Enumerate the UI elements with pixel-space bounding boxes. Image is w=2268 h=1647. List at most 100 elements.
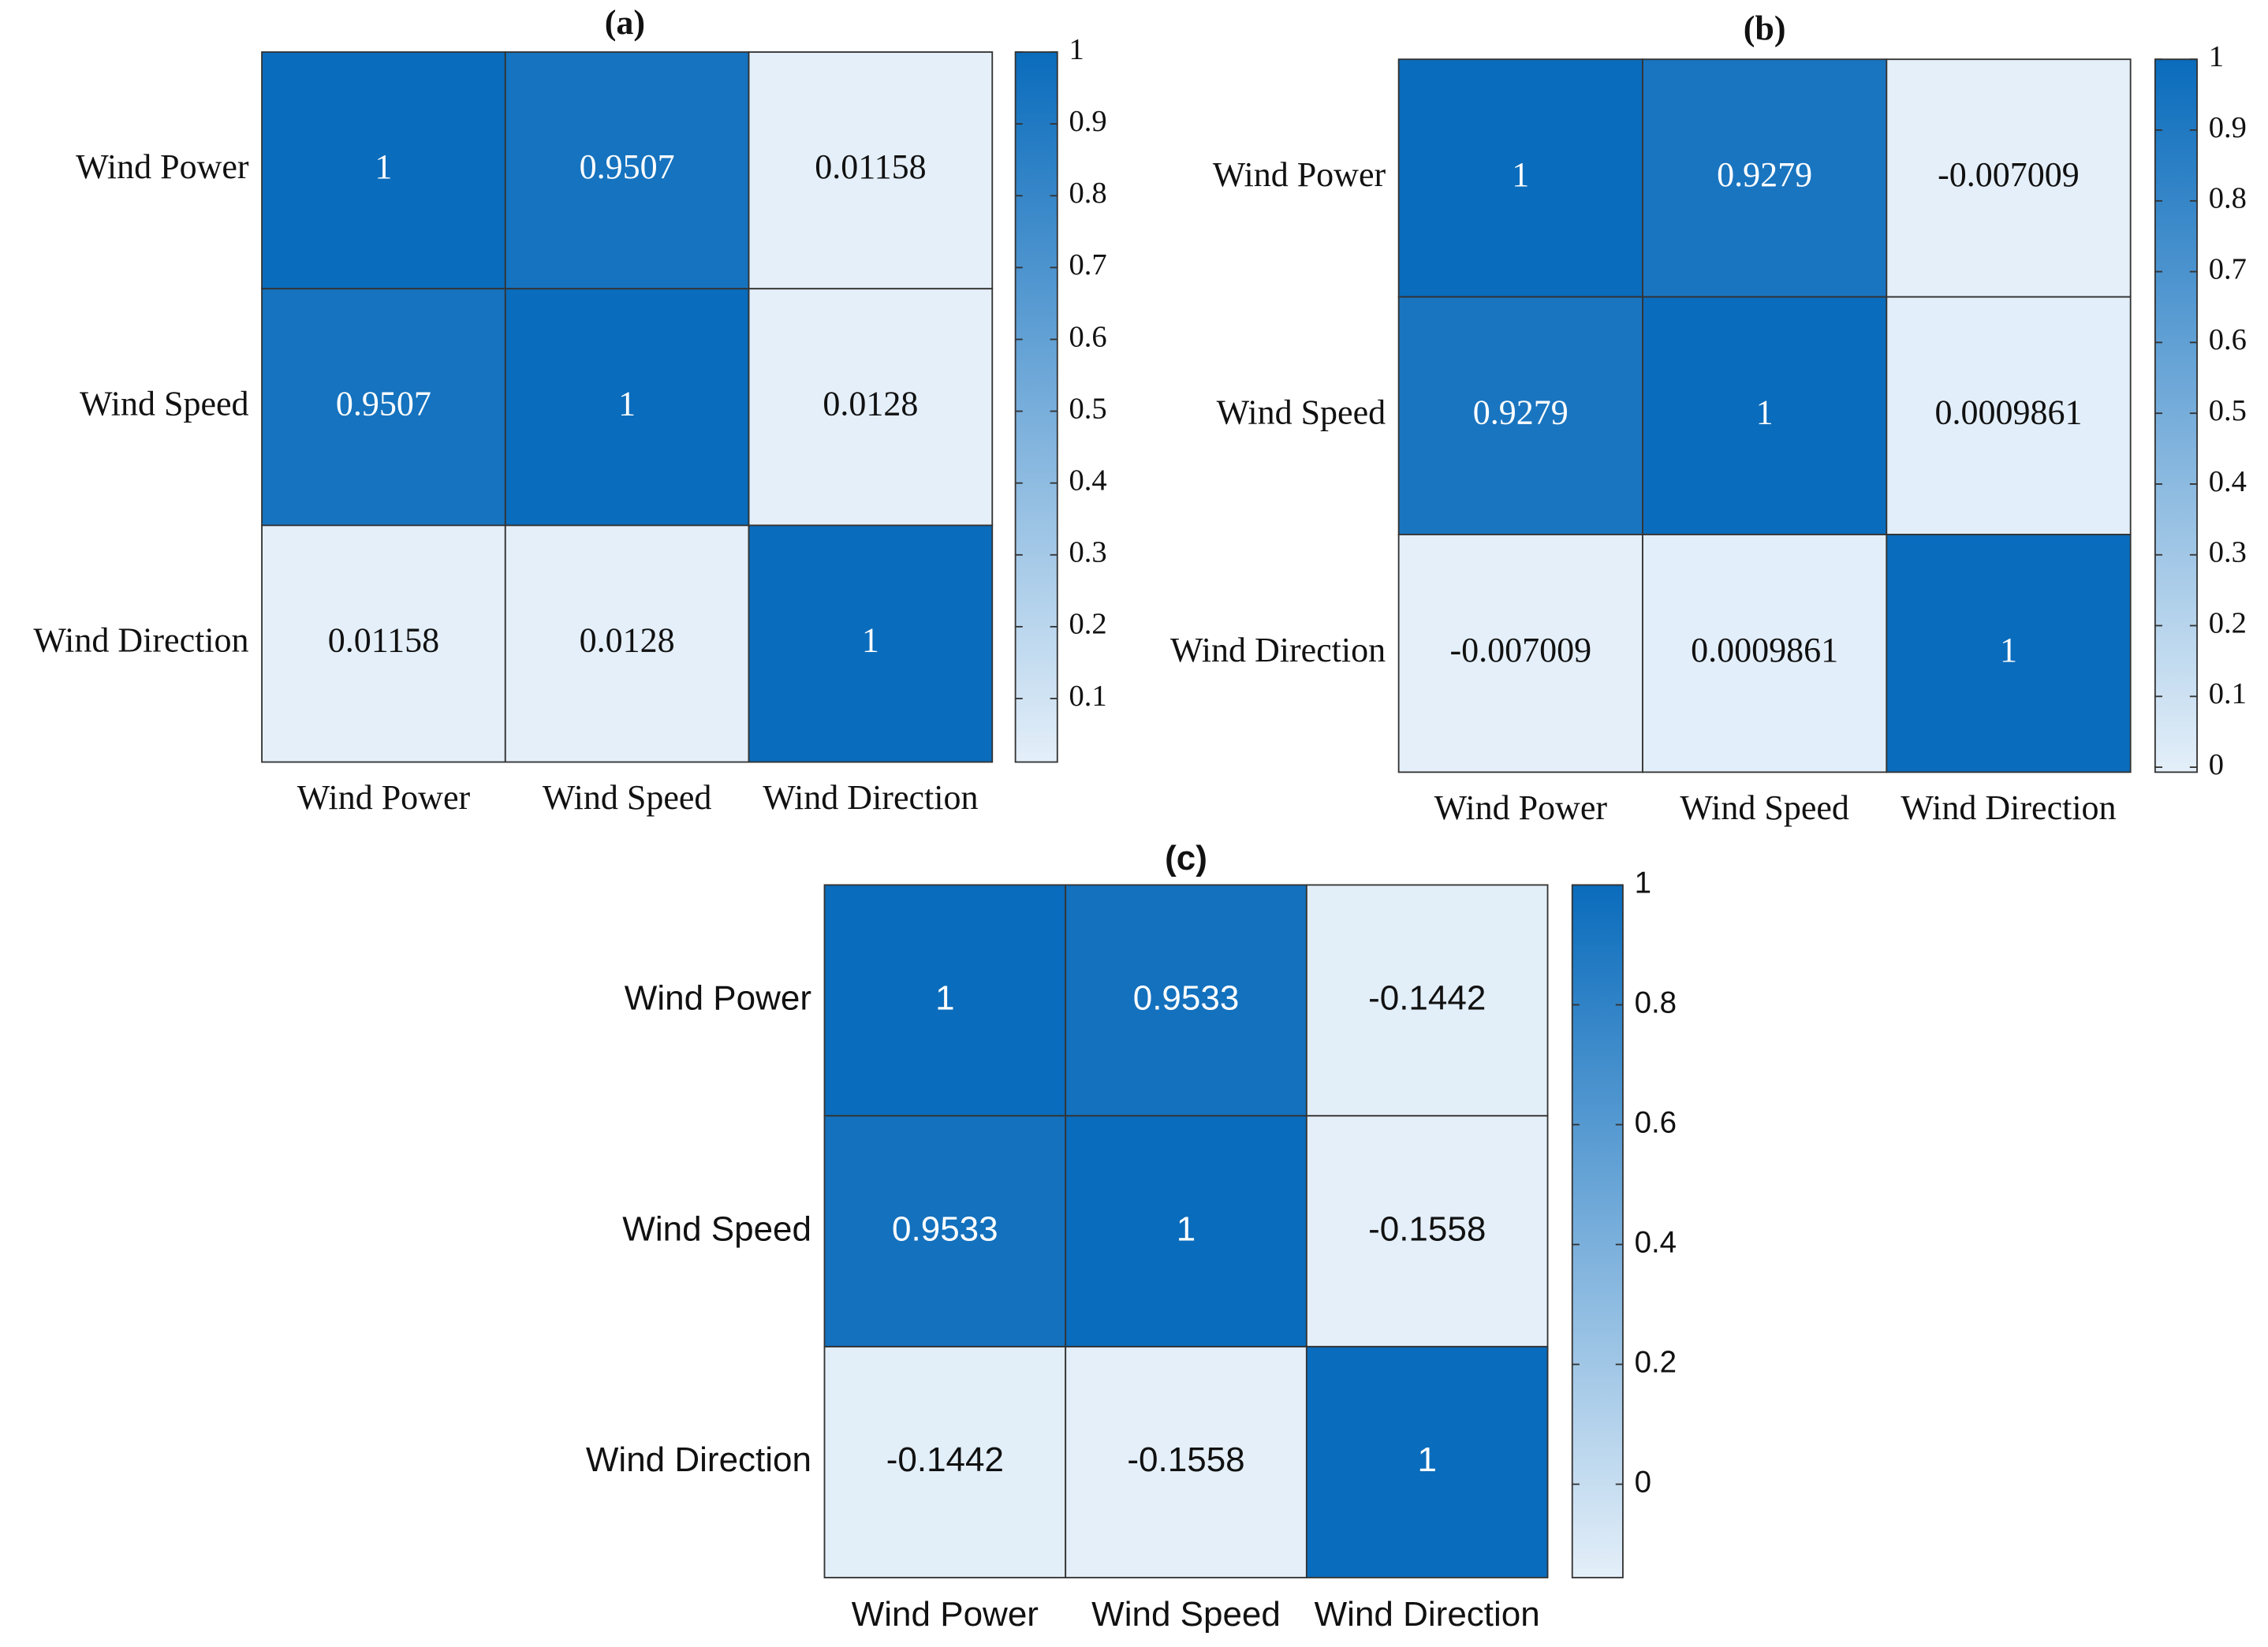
x-tick-label: Wind Direction [763, 778, 978, 817]
heatmap-panel: (c) 1 0.9533 -0.1442 0.9533 1 -0.1558 -0.1442 -0… [586, 839, 1677, 1634]
colorbar-tick-label: 0.5 [2209, 394, 2247, 427]
cell-label: 1 [1756, 393, 1774, 431]
heatmap-panel: (b) 1 0.9279 -0.007009 0.9279 1 0.0009861 -0.00… [1170, 9, 2247, 827]
heatmap-cell [504, 51, 750, 290]
cell-label: 0.9279 [1717, 155, 1812, 194]
colorbar-tick-label: 0 [2209, 748, 2224, 781]
cell-label: 0.01158 [815, 147, 926, 186]
x-tick-label: Wind Direction [1315, 1595, 1540, 1634]
y-tick-label: Wind Speed [1217, 393, 1386, 431]
colorbar-tick-label: 0.6 [2209, 323, 2247, 356]
x-tick-label: Wind Power [297, 778, 471, 817]
y-tick-label: Wind Speed [80, 384, 249, 423]
cell-label: -0.1442 [1368, 978, 1486, 1017]
cell-label: 0.9533 [892, 1209, 998, 1248]
colorbar-tick-label: 0.9 [2209, 111, 2247, 144]
cell-label: 1 [1417, 1440, 1436, 1479]
y-tick-label: Wind Speed [622, 1209, 811, 1248]
x-tick-label: Wind Speed [1680, 788, 1849, 827]
cell-label: 0.9533 [1133, 978, 1240, 1017]
cell-label: 0.0009861 [1691, 631, 1838, 669]
heatmap-cell [748, 524, 994, 763]
cell-label: 0.01158 [328, 621, 439, 660]
heatmap-cell [1397, 296, 1643, 535]
y-tick-label: Wind Direction [33, 621, 248, 660]
colorbar-tick-label: 0.8 [1069, 177, 1106, 210]
colorbar-tick-label: 0.9 [1069, 105, 1106, 138]
colorbar-tick-label: 0.4 [2209, 465, 2247, 498]
colorbar [2154, 58, 2198, 773]
cell-label: -0.007009 [1938, 155, 2080, 194]
colorbar-tick-label: 0.6 [1069, 320, 1106, 353]
y-tick-label: Wind Power [76, 147, 249, 186]
y-tick-label: Wind Direction [586, 1440, 811, 1479]
chart-title: (b) [1744, 9, 1786, 47]
colorbar-tick-label: 0.6 [1635, 1106, 1677, 1140]
x-tick-label: Wind Direction [1901, 788, 2116, 827]
heatmap-cell [1397, 58, 1643, 298]
cell-label: 1 [375, 147, 392, 186]
cell-label: 0.0128 [580, 621, 675, 660]
cell-label: 1 [1177, 1209, 1196, 1248]
heatmap-cell [1642, 534, 1888, 773]
cell-label: -0.007009 [1449, 631, 1591, 669]
heatmap-cell [748, 288, 994, 527]
heatmap-cell [1886, 534, 2132, 773]
colorbar-tick-label: 0.1 [2209, 677, 2247, 710]
heatmap-cell [261, 524, 506, 763]
y-tick-label: Wind Power [1213, 155, 1386, 194]
cell-label: 1 [1512, 155, 1529, 194]
cell-label: 1 [2000, 631, 2017, 669]
x-tick-label: Wind Speed [543, 778, 712, 817]
heatmap-cell [1886, 58, 2132, 298]
colorbar-tick-label: 0.3 [2209, 536, 2247, 569]
colorbar-tick-label: 0.8 [2209, 182, 2247, 215]
heatmap-cell [1065, 1346, 1307, 1578]
colorbar-tick-label: 0.1 [1069, 680, 1106, 713]
x-tick-label: Wind Power [852, 1595, 1039, 1634]
cell-label: 0.9507 [336, 384, 431, 423]
heatmap-cell [1642, 58, 1888, 298]
chart-title: (a) [605, 3, 645, 42]
heatmap-cell [261, 288, 506, 527]
colorbar-tick-label: 0.2 [1635, 1346, 1677, 1380]
cell-label: 1 [935, 978, 954, 1017]
colorbar-tick-label: 0.2 [2209, 606, 2247, 639]
colorbar-tick-label: 0.3 [1069, 536, 1106, 569]
y-tick-label: Wind Power [625, 978, 811, 1017]
colorbar-tick-label: 0.2 [1069, 608, 1106, 641]
colorbar-tick-label: 1 [2209, 40, 2224, 73]
x-tick-label: Wind Power [1434, 788, 1608, 827]
heatmap-cell [1886, 296, 2132, 535]
colorbar-tick-label: 0.5 [1069, 392, 1106, 425]
cell-label: -0.1558 [1368, 1209, 1486, 1248]
cell-label: 1 [862, 621, 879, 660]
colorbar-tick-label: 1 [1635, 866, 1651, 900]
heatmap-cell [748, 51, 994, 290]
colorbar-tick-label: 0.4 [1635, 1226, 1677, 1260]
chart-title: (c) [1165, 839, 1207, 878]
colorbar-tick-label: 0.4 [1069, 464, 1106, 497]
cell-label: 0.0128 [823, 384, 918, 423]
colorbar-tick-label: 0.8 [1635, 986, 1677, 1020]
colorbar-tick-label: 0.7 [2209, 252, 2247, 285]
heatmap-cell [1642, 296, 1888, 535]
heatmap-panel: (a) 1 0.9507 0.01158 0.9507 1 0.0128 0.01158 0.0… [33, 3, 1106, 817]
cell-label: -0.1558 [1127, 1440, 1244, 1479]
cell-label: 0.0009861 [1934, 393, 2082, 431]
heatmap-cell [1397, 534, 1643, 773]
heatmap-cell [504, 524, 750, 763]
colorbar-tick-label: 1 [1069, 33, 1084, 66]
colorbar [1571, 884, 1624, 1578]
cell-label: 1 [618, 384, 636, 423]
y-tick-label: Wind Direction [1170, 631, 1386, 669]
heatmap-cell [261, 51, 506, 290]
colorbar-tick-label: 0 [1635, 1466, 1651, 1500]
colorbar [1014, 51, 1058, 763]
cell-label: 0.9507 [580, 147, 675, 186]
heatmap-cell [1065, 884, 1307, 1117]
colorbar-tick-label: 0.7 [1069, 248, 1106, 281]
heatmap-cell [1305, 1346, 1549, 1578]
